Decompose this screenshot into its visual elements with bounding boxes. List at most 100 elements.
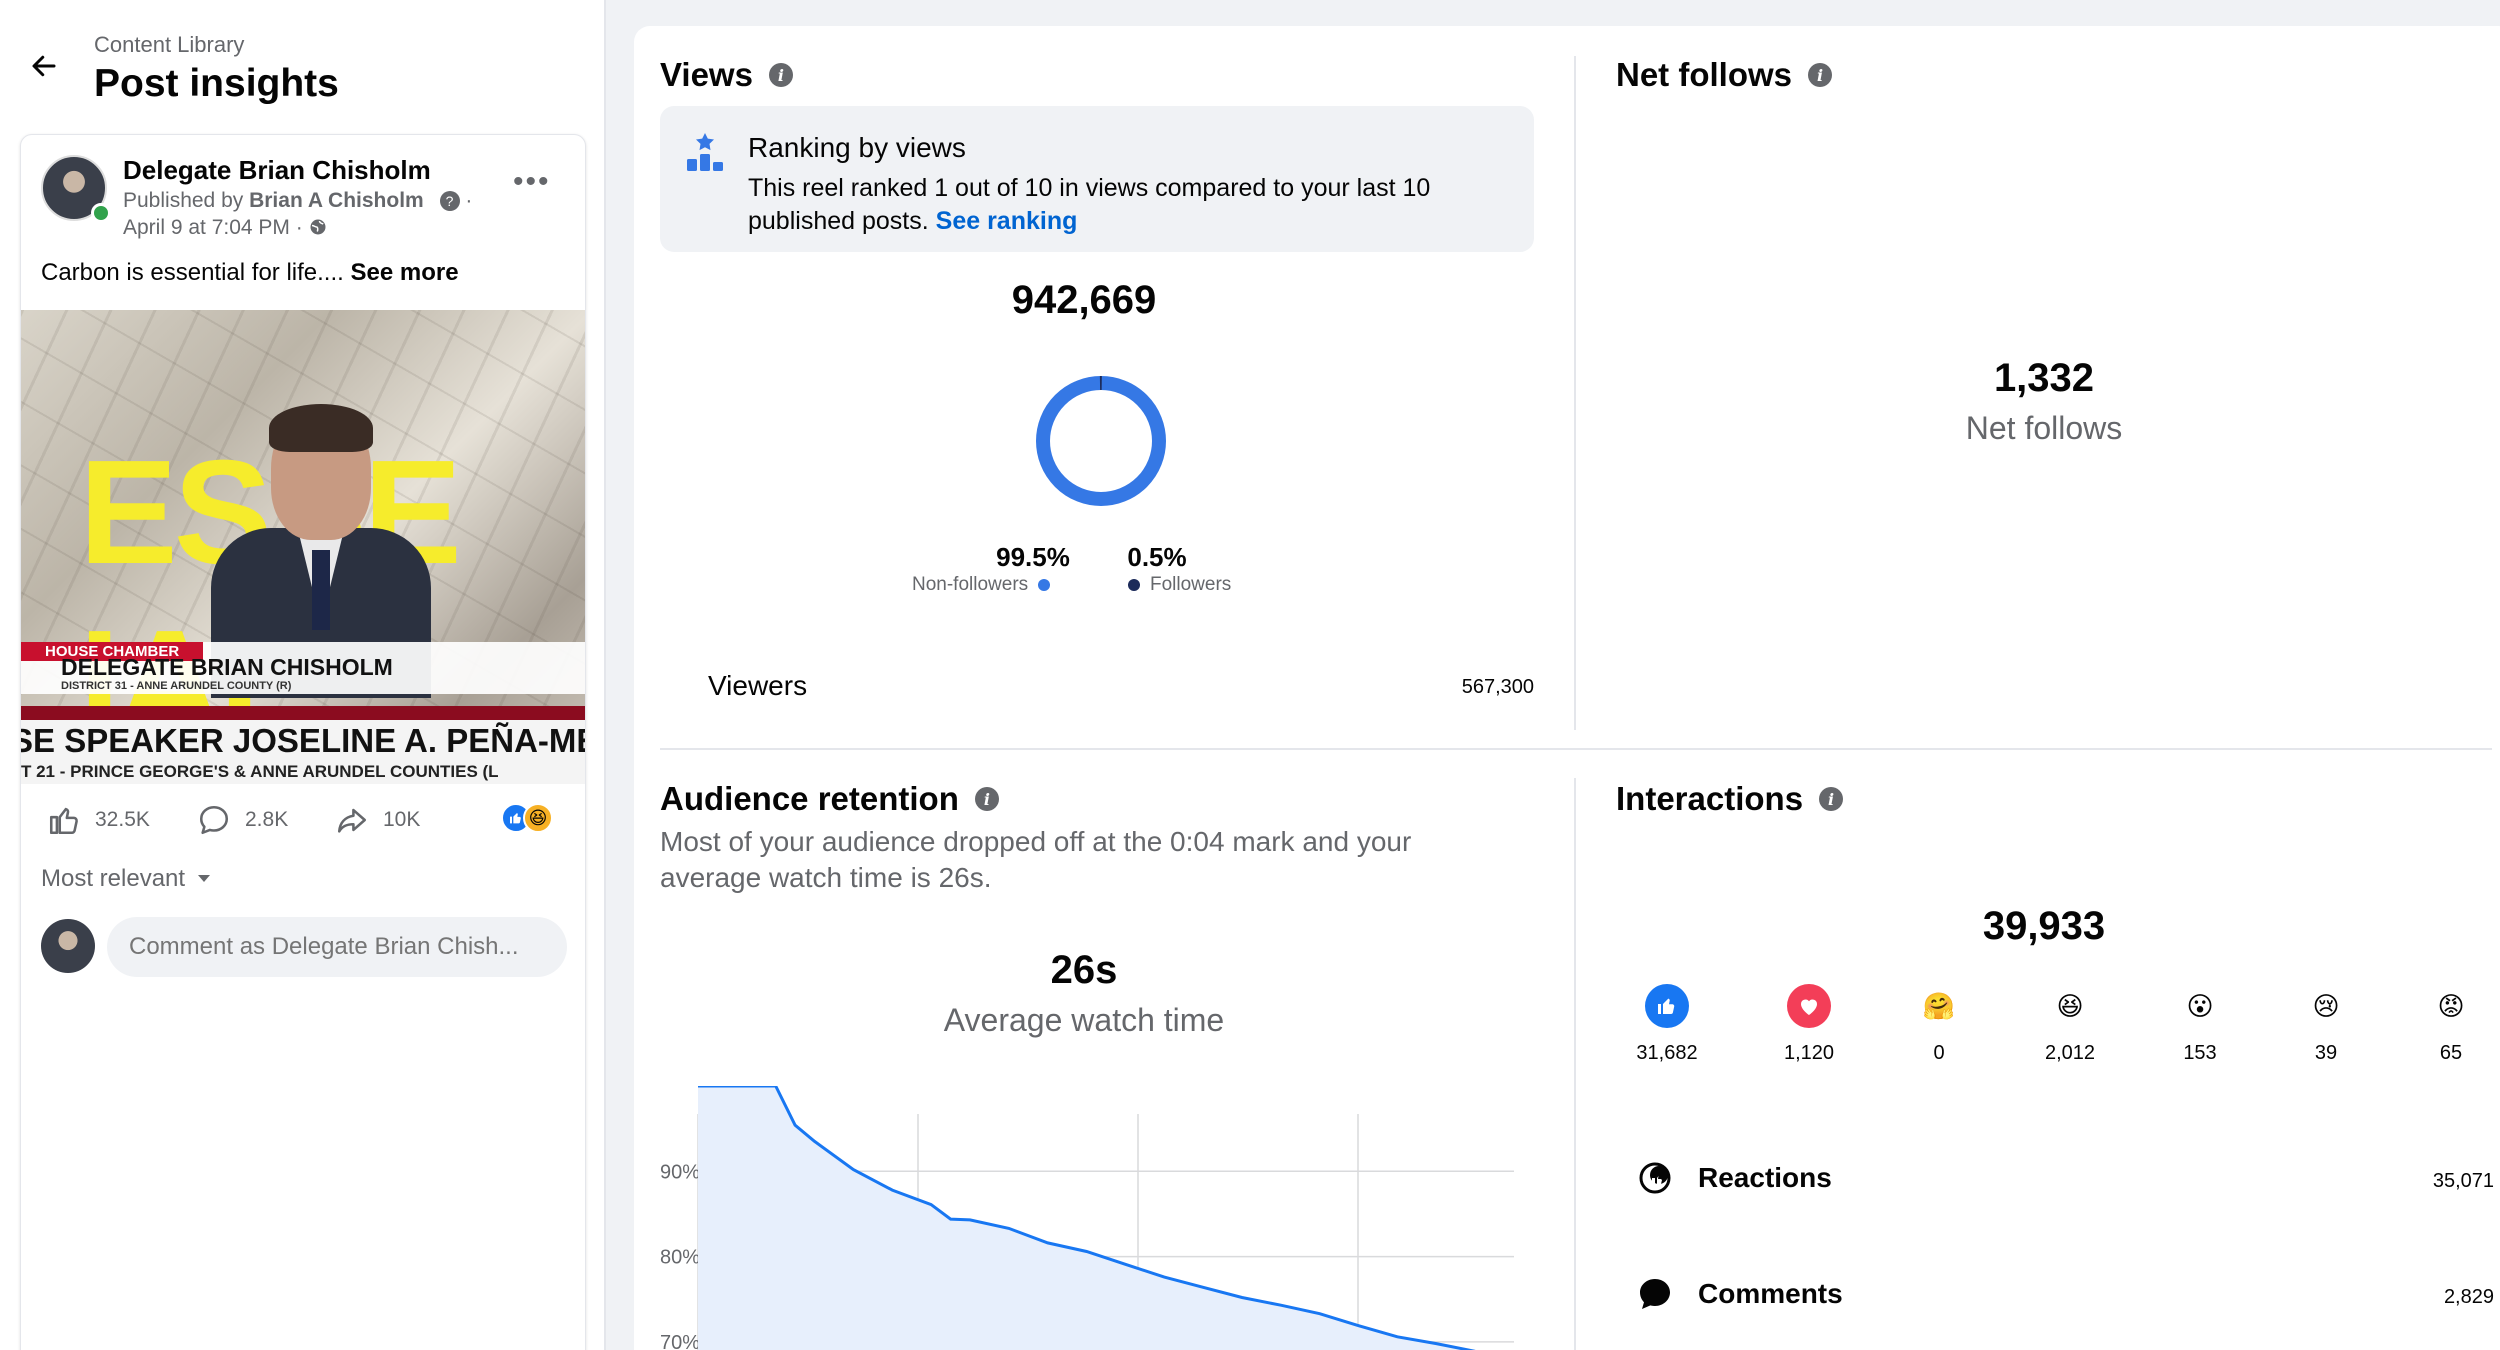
- ranking-description: This reel ranked 1 out of 10 in views co…: [748, 172, 1488, 238]
- interactions-total: 39,933: [1982, 904, 2106, 948]
- published-prefix: Published by: [123, 189, 244, 212]
- see-ranking-link[interactable]: See ranking: [935, 207, 1078, 235]
- author-name[interactable]: Delegate Brian Chisholm: [123, 155, 431, 185]
- net-follows-title: Net follows i: [1616, 56, 1833, 94]
- reactions-row-value: 35,071: [2432, 1170, 2494, 1192]
- retention-title: Audience retention i: [660, 780, 999, 818]
- care-icon: 🤗: [1922, 991, 1956, 1021]
- reaction-count: 39: [2314, 1042, 2338, 1064]
- reaction-count: 0: [1933, 1042, 1945, 1064]
- haha-icon: 😆: [2056, 991, 2084, 1021]
- page-title: Post insights: [94, 62, 339, 105]
- info-icon[interactable]: i: [1808, 63, 1833, 87]
- back-button[interactable]: [22, 44, 66, 88]
- reaction-angry: 😡 65: [2396, 984, 2500, 1065]
- caret-down-icon: [198, 875, 211, 882]
- author-avatar[interactable]: [41, 155, 107, 221]
- lower-third-name: DELEGATE BRIAN CHISHOLM: [61, 654, 393, 680]
- likes-count: 32.5K: [95, 808, 150, 831]
- thumbs-up-icon: [49, 807, 78, 835]
- retention-description: Most of your audience dropped off at the…: [660, 826, 1412, 893]
- shares-stat[interactable]: 10K: [335, 803, 420, 837]
- reaction-love: 1,120: [1754, 984, 1864, 1065]
- sort-label: Most relevant: [41, 865, 186, 892]
- comments-row-value: 2,829: [2443, 1286, 2494, 1308]
- comment-input[interactable]: [107, 917, 567, 977]
- reaction-count: 2,012: [2044, 1042, 2096, 1064]
- y-tick-label: 90%: [660, 1161, 700, 1183]
- ranking-description-text: This reel ranked 1 out of 10 in views co…: [748, 174, 1431, 235]
- reaction-count: 31,682: [1636, 1042, 1698, 1064]
- lower-third-secondary: SE SPEAKER JOSELINE A. PEÑA-MELNY T 21 -…: [21, 706, 585, 784]
- online-status-dot: [91, 203, 111, 223]
- lower-third-secondary-name: SE SPEAKER JOSELINE A. PEÑA-MELNY: [21, 722, 585, 759]
- average-watch-time-label: Average watch time: [943, 1002, 1225, 1038]
- info-icon[interactable]: i: [1819, 787, 1844, 811]
- sad-icon: 😢: [2312, 991, 2340, 1021]
- angry-icon: 😡: [2437, 991, 2465, 1021]
- non-followers-label: Non-followers: [912, 574, 1029, 595]
- retention-area: [698, 1086, 1469, 1350]
- reaction-count: 65: [2439, 1042, 2463, 1064]
- reactions-summary[interactable]: 😆: [501, 803, 553, 833]
- podium-star-icon: [687, 133, 723, 171]
- love-icon: [1787, 984, 1831, 1028]
- retention-title-text: Audience retention: [660, 780, 959, 817]
- info-icon[interactable]: i: [768, 63, 793, 87]
- interactions-title: Interactions i: [1616, 780, 1844, 818]
- help-icon[interactable]: ?: [439, 191, 460, 212]
- insights-panel: Views i Ranking by views This reel ranke…: [634, 26, 2500, 1350]
- globe-icon: [310, 219, 326, 235]
- reel-video[interactable]: ESSE IAL HOUSE CHAMBER DELEGATE BRIAN CH…: [21, 310, 585, 784]
- publisher-name[interactable]: Brian A Chisholm: [249, 189, 424, 212]
- ranking-card: Ranking by views This reel ranked 1 out …: [660, 106, 1534, 252]
- average-watch-time-value: 26s: [1050, 948, 1118, 992]
- chart-y-ticks: 90% 80% 70%: [660, 1161, 700, 1350]
- reaction-wow: 😮 153: [2145, 984, 2255, 1065]
- y-tick-label: 70%: [660, 1332, 700, 1350]
- interactions-title-text: Interactions: [1616, 780, 1804, 817]
- y-tick-label: 80%: [660, 1247, 700, 1269]
- non-followers-legend: Non-followers: [912, 574, 1051, 596]
- followers-dot: [1128, 579, 1140, 591]
- retention-chart[interactable]: 90% 80% 70%: [634, 1086, 1574, 1350]
- views-total: 942,669: [1011, 278, 1157, 322]
- haha-icon: 😆: [523, 803, 553, 833]
- comments-row-label: Comments: [1698, 1278, 1843, 1309]
- views-donut-chart[interactable]: [1034, 374, 1168, 508]
- share-icon: [337, 808, 367, 833]
- comments-stat[interactable]: 2.8K: [197, 803, 288, 837]
- reaction-care: 🤗 0: [1884, 984, 1994, 1065]
- reaction-count: 1,120: [1783, 1042, 1835, 1064]
- shares-count: 10K: [383, 808, 421, 831]
- net-follows-label: Net follows: [1965, 410, 2123, 446]
- column-divider: [1574, 778, 1576, 1350]
- see-more-link[interactable]: See more: [350, 259, 459, 286]
- ranking-title: Ranking by views: [748, 132, 966, 163]
- more-options-button[interactable]: •••: [513, 165, 551, 198]
- comments-row-icon: [1637, 1276, 1673, 1312]
- dot-separator: ·: [465, 189, 473, 212]
- net-follows-value: 1,332: [1993, 356, 2095, 400]
- chamber-tag: HOUSE CHAMBER: [21, 642, 204, 661]
- lower-third-secondary-district: T 21 - PRINCE GEORGE'S & ANNE ARUNDEL CO…: [21, 762, 499, 781]
- column-divider: [1574, 56, 1576, 730]
- non-followers-dot: [1038, 579, 1051, 591]
- likes-stat[interactable]: 32.5K: [47, 803, 150, 837]
- followers-label: Followers: [1150, 574, 1232, 595]
- commenter-avatar[interactable]: [41, 919, 95, 973]
- reaction-haha: 😆 2,012: [2015, 984, 2125, 1065]
- like-icon: [1645, 984, 1689, 1028]
- info-icon[interactable]: i: [974, 787, 999, 811]
- post-time-text: April 9 at 7:04 PM: [123, 216, 290, 239]
- non-followers-pct: 99.5%: [996, 542, 1070, 572]
- published-by: Published by Brian A Chisholm ? ·: [123, 189, 472, 213]
- post-text: Carbon is essential for life.... See mor…: [41, 259, 459, 287]
- comment-sort-dropdown[interactable]: Most relevant: [41, 865, 211, 893]
- reaction-like: 31,682: [1612, 984, 1722, 1065]
- wow-icon: 😮: [2186, 991, 2214, 1021]
- reaction-count: 153: [2183, 1042, 2217, 1064]
- left-panel: Content Library Post insights Delegate B…: [0, 0, 606, 1350]
- post-time[interactable]: April 9 at 7:04 PM ·: [123, 216, 327, 240]
- breadcrumb[interactable]: Content Library: [94, 32, 245, 57]
